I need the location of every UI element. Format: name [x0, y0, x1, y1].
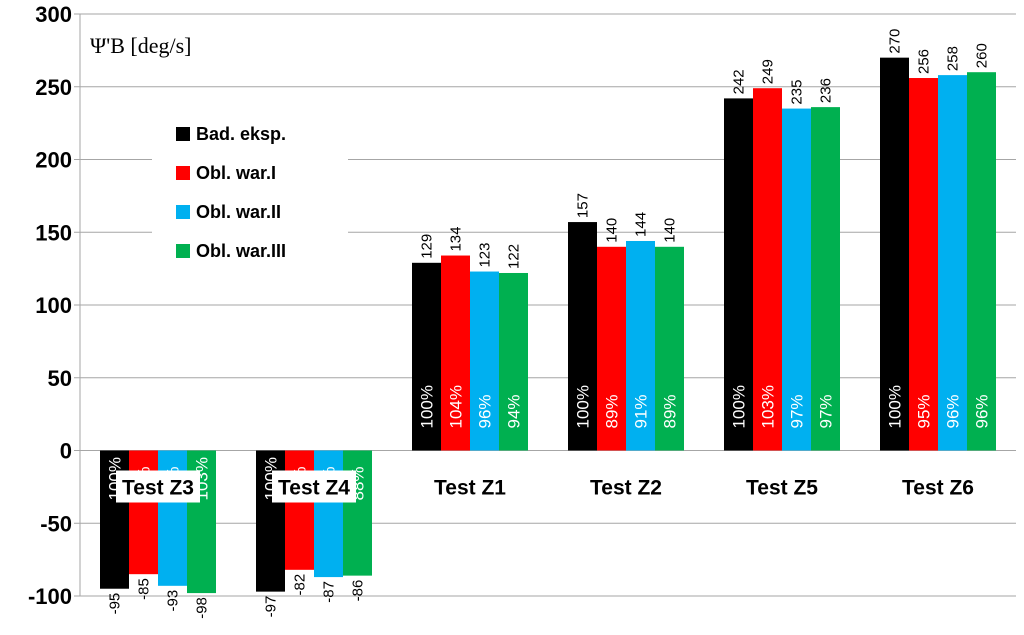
y-axis-ticks: 300 250 200 150 100 50 0 -50 -100 — [28, 2, 72, 609]
category-label: Test Z6 — [902, 477, 974, 500]
legend-swatch — [176, 244, 190, 258]
value-label: 140 — [662, 218, 679, 243]
value-label: 249 — [760, 59, 777, 84]
value-label: -95 — [107, 593, 124, 615]
value-label: 270 — [887, 29, 904, 54]
bar — [499, 272, 528, 451]
value-label: 242 — [731, 69, 748, 94]
legend-swatch — [176, 166, 190, 180]
bar — [782, 108, 811, 451]
legend-label: Obl. war.I — [196, 163, 276, 183]
legend-swatch — [176, 127, 190, 141]
bar — [880, 57, 909, 451]
category-label: Test Z1 — [434, 477, 506, 500]
percent-label: 89% — [603, 394, 622, 428]
percent-label: 91% — [632, 394, 651, 428]
value-label: -85 — [136, 578, 153, 600]
value-label: 235 — [789, 80, 806, 105]
bar — [597, 246, 626, 451]
value-label: 129 — [419, 234, 436, 259]
bar — [938, 75, 967, 451]
y-tick-label: 200 — [35, 148, 72, 173]
legend-label: Obl. war.III — [196, 241, 286, 261]
percent-label: 96% — [944, 394, 963, 428]
y-tick-label: 0 — [60, 439, 72, 464]
y-tick-label: 50 — [48, 366, 72, 391]
bar — [811, 107, 840, 451]
value-label: -86 — [350, 580, 367, 602]
legend-swatch — [176, 205, 190, 219]
percent-label: 95% — [915, 394, 934, 428]
chart-title: Ψ'B [deg/s] — [90, 33, 191, 58]
bar — [967, 72, 996, 451]
bar — [285, 450, 314, 570]
percent-label: 104% — [447, 385, 466, 428]
bar — [626, 240, 655, 451]
category-label-bg — [272, 470, 356, 503]
value-label: 144 — [633, 212, 650, 237]
y-tick-label: -100 — [28, 584, 72, 609]
y-tick-label: 150 — [35, 220, 72, 245]
percent-label: 100% — [730, 385, 749, 428]
value-label: 140 — [604, 218, 621, 243]
category-label: Test Z2 — [590, 477, 662, 500]
category-label: Test Z3 — [122, 477, 194, 500]
legend: Bad. eksp. Obl. war.I Obl. war.II Obl. war.… — [152, 112, 348, 274]
y-tick-label: 300 — [35, 2, 72, 27]
percent-label: 94% — [505, 394, 524, 428]
bar — [441, 255, 470, 451]
value-label: 236 — [818, 78, 835, 103]
bar — [568, 222, 597, 451]
value-label: 123 — [477, 243, 494, 268]
value-label: 260 — [974, 43, 991, 68]
legend-label: Bad. eksp. — [196, 124, 286, 144]
value-label: -82 — [292, 574, 309, 596]
category-label: Test Z5 — [746, 477, 818, 500]
legend-label: Obl. war.II — [196, 202, 281, 222]
gridlines — [74, 13, 1016, 597]
percent-label: 97% — [788, 394, 807, 428]
category-labels: Test Z3 Test Z4 Test Z1 Test Z2 Test Z5 Test … — [116, 470, 974, 503]
percent-label: 97% — [817, 394, 836, 428]
value-label: 157 — [575, 193, 592, 218]
category-label-bg — [116, 470, 200, 503]
value-label: 134 — [448, 226, 465, 251]
y-tick-label: -50 — [40, 511, 72, 536]
value-label: -93 — [165, 590, 182, 612]
bar — [909, 78, 938, 451]
percent-label: 96% — [973, 394, 992, 428]
percent-label: 96% — [476, 394, 495, 428]
bar — [724, 98, 753, 451]
bar — [655, 246, 684, 451]
percent-label: 100% — [418, 385, 437, 428]
percent-label: 89% — [661, 394, 680, 428]
bars: -95100%-8589%-9398%-98103%-97100%-8285%-… — [100, 29, 996, 619]
value-label: -97 — [263, 596, 280, 618]
bar — [753, 88, 782, 451]
bar — [470, 271, 499, 451]
y-tick-label: 250 — [35, 75, 72, 100]
value-label: 256 — [916, 49, 933, 74]
percent-label: 103% — [759, 385, 778, 428]
category-label: Test Z4 — [278, 477, 350, 500]
percent-label: 100% — [886, 385, 905, 428]
value-label: -98 — [194, 597, 211, 619]
value-label: 122 — [506, 244, 523, 269]
value-label: 258 — [945, 46, 962, 71]
y-tick-label: 100 — [35, 293, 72, 318]
value-label: -87 — [321, 581, 338, 603]
bar — [412, 262, 441, 451]
percent-label: 100% — [574, 385, 593, 428]
